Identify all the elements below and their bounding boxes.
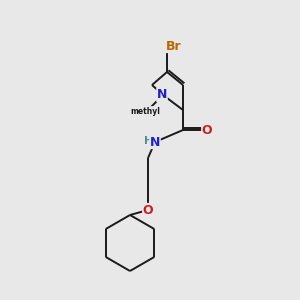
Text: methyl: methyl	[130, 106, 160, 116]
Text: Br: Br	[166, 40, 182, 52]
Text: O: O	[202, 124, 212, 136]
Text: O: O	[143, 203, 153, 217]
Text: H: H	[144, 136, 152, 146]
Text: N: N	[150, 136, 160, 148]
Text: N: N	[157, 88, 167, 101]
